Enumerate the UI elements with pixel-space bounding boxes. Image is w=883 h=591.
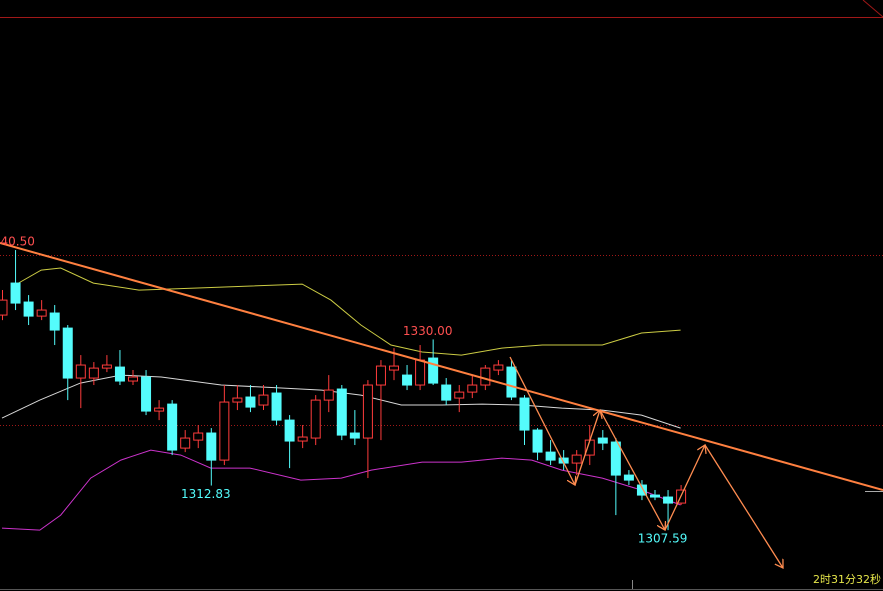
ma-line xyxy=(1,449,681,531)
candle-body xyxy=(167,403,178,451)
candle-body xyxy=(454,391,465,399)
candle-body xyxy=(428,357,439,384)
candle-body xyxy=(0,299,8,316)
candle-body xyxy=(271,392,282,421)
candle-body xyxy=(154,407,165,412)
candle-body xyxy=(610,441,621,476)
candle-body xyxy=(232,397,243,403)
price-annotation: 1307.59 xyxy=(638,532,688,546)
candle-body xyxy=(180,437,191,449)
candle-body xyxy=(336,388,347,436)
candle-body xyxy=(101,364,112,369)
candle-body xyxy=(206,432,217,461)
candle-body xyxy=(375,365,386,386)
candle-body xyxy=(349,432,360,439)
candle-body xyxy=(141,376,152,412)
price-annotation: 1312.83 xyxy=(181,487,231,501)
candle-body xyxy=(75,364,86,379)
candle-body xyxy=(362,384,373,439)
plot-area xyxy=(0,250,687,531)
arrow xyxy=(599,409,665,530)
candle-body xyxy=(506,366,517,398)
corner-mark xyxy=(862,0,883,18)
countdown: 2时31分32秒 xyxy=(813,572,881,586)
candle-body xyxy=(389,365,399,371)
candle-body xyxy=(650,494,660,498)
price-annotation: 1330.00 xyxy=(403,324,453,338)
candle-body xyxy=(193,432,204,441)
ma-line xyxy=(14,267,681,356)
candle-body xyxy=(415,359,426,386)
candle-body xyxy=(623,474,634,481)
candle-body xyxy=(323,389,334,401)
candle-body xyxy=(258,394,269,406)
arrow xyxy=(664,445,705,531)
candle-body xyxy=(310,399,321,439)
candle-body xyxy=(36,309,47,317)
candle-body xyxy=(636,484,647,496)
candle-body xyxy=(493,364,504,371)
candle-body xyxy=(128,376,138,382)
candle-body xyxy=(571,454,582,464)
candle-body xyxy=(23,301,34,317)
candle-body xyxy=(467,384,478,393)
candle-body xyxy=(62,327,73,379)
candle-body xyxy=(480,367,491,386)
arrow xyxy=(509,356,575,485)
candle-body xyxy=(219,401,230,461)
candle-body xyxy=(284,419,295,442)
drawings xyxy=(0,242,883,568)
price-annotation: 1340.50 xyxy=(0,235,35,249)
candle-body xyxy=(402,374,413,386)
candle-body xyxy=(597,437,608,444)
ma-line xyxy=(1,374,681,429)
arrow xyxy=(704,444,783,568)
candle-body xyxy=(49,312,60,331)
trend-line xyxy=(0,242,883,491)
candle-body xyxy=(441,384,452,401)
candle-body xyxy=(519,397,530,431)
candle-body xyxy=(114,366,125,382)
candle-body xyxy=(88,367,99,379)
candle-body xyxy=(297,436,308,442)
candle-body xyxy=(532,429,543,453)
candle-body xyxy=(10,282,21,304)
arrow xyxy=(574,410,600,486)
candle-body xyxy=(245,396,256,408)
candle-body xyxy=(545,451,556,461)
candle-body xyxy=(663,496,674,504)
